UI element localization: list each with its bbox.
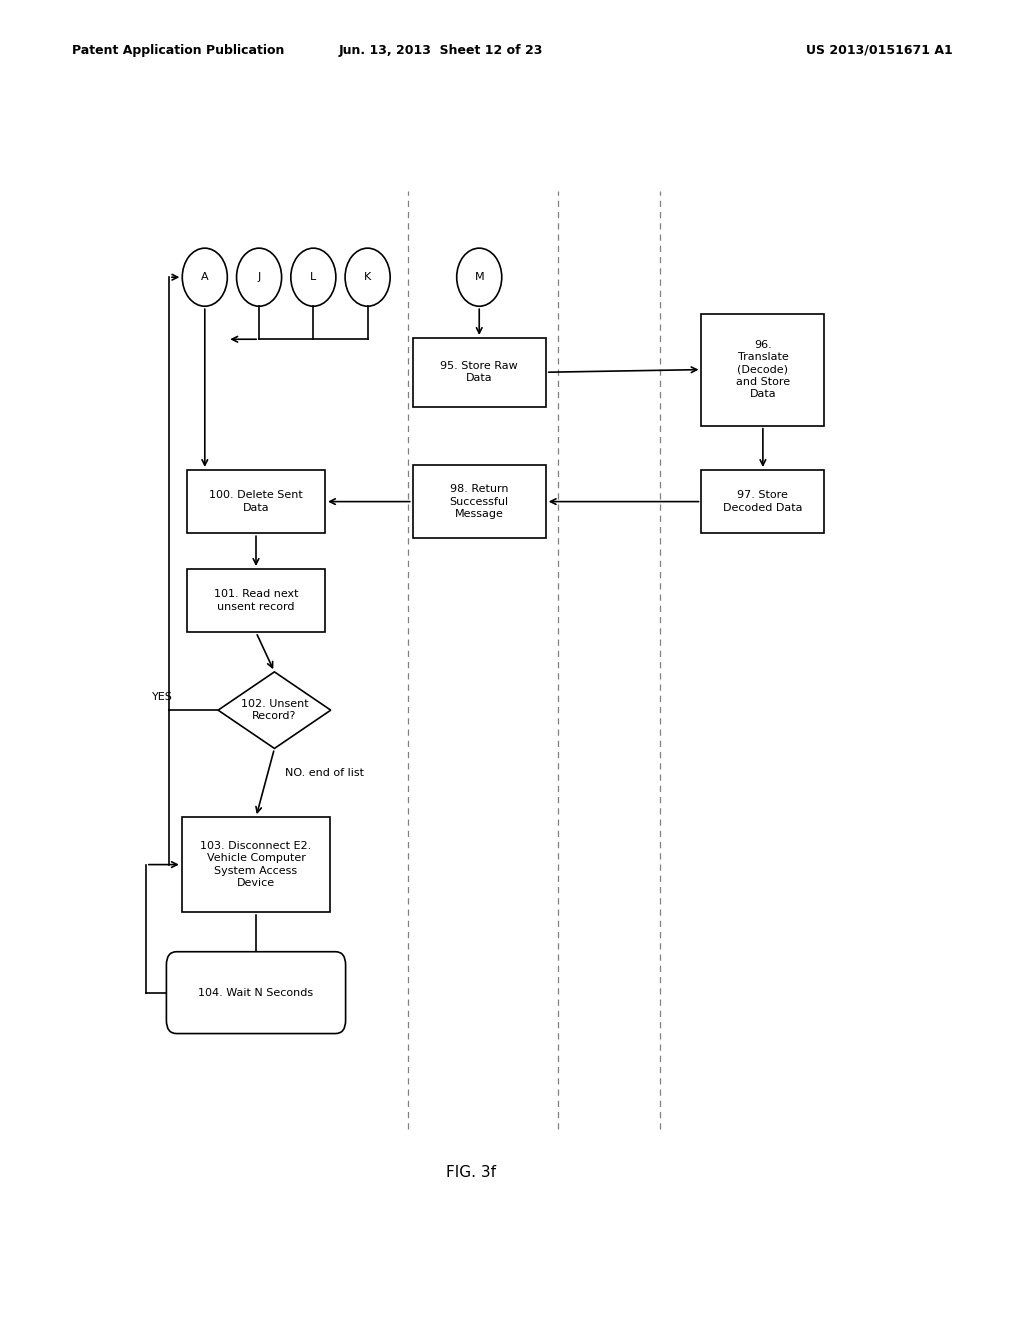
- Text: Patent Application Publication: Patent Application Publication: [72, 44, 284, 57]
- FancyBboxPatch shape: [413, 338, 546, 407]
- Text: 101. Read next
unsent record: 101. Read next unsent record: [214, 590, 298, 611]
- Text: K: K: [364, 272, 372, 282]
- FancyBboxPatch shape: [186, 470, 326, 533]
- Text: M: M: [474, 272, 484, 282]
- Text: Jun. 13, 2013  Sheet 12 of 23: Jun. 13, 2013 Sheet 12 of 23: [338, 44, 543, 57]
- Text: J: J: [257, 272, 261, 282]
- Text: 102. Unsent
Record?: 102. Unsent Record?: [241, 700, 308, 721]
- Text: US 2013/0151671 A1: US 2013/0151671 A1: [806, 44, 952, 57]
- Text: 96.
Translate
(Decode)
and Store
Data: 96. Translate (Decode) and Store Data: [736, 339, 790, 400]
- Text: 103. Disconnect E2.
Vehicle Computer
System Access
Device: 103. Disconnect E2. Vehicle Computer Sys…: [201, 841, 311, 888]
- Text: 100. Delete Sent
Data: 100. Delete Sent Data: [209, 491, 303, 512]
- Text: L: L: [310, 272, 316, 282]
- Text: 104. Wait N Seconds: 104. Wait N Seconds: [199, 987, 313, 998]
- FancyBboxPatch shape: [166, 952, 345, 1034]
- Text: 95. Store Raw
Data: 95. Store Raw Data: [440, 362, 518, 383]
- Text: FIG. 3f: FIG. 3f: [446, 1164, 496, 1180]
- Text: YES: YES: [152, 692, 172, 702]
- FancyBboxPatch shape: [701, 470, 824, 533]
- Text: NO. end of list: NO. end of list: [285, 768, 364, 779]
- FancyBboxPatch shape: [701, 314, 824, 425]
- Text: A: A: [201, 272, 209, 282]
- Text: 97. Store
Decoded Data: 97. Store Decoded Data: [723, 491, 803, 512]
- FancyBboxPatch shape: [413, 465, 546, 539]
- Text: 98. Return
Successful
Message: 98. Return Successful Message: [450, 484, 509, 519]
- FancyBboxPatch shape: [182, 817, 330, 912]
- FancyBboxPatch shape: [186, 569, 326, 632]
